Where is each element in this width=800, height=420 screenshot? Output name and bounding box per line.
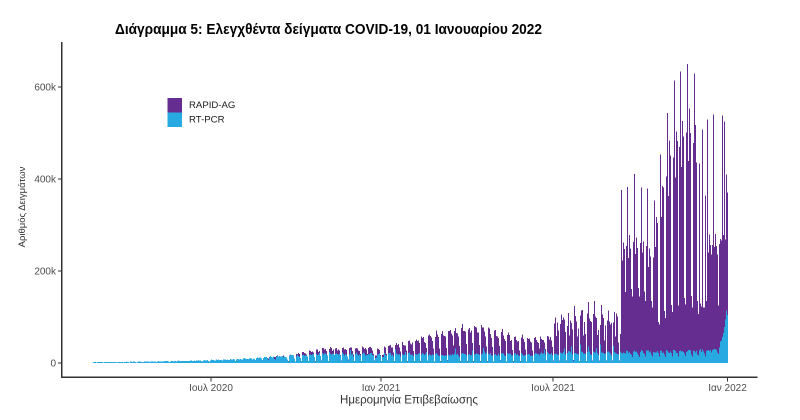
svg-text:Ιαν 2022: Ιαν 2022 <box>708 383 747 394</box>
svg-text:RAPID-AG: RAPID-AG <box>189 100 235 111</box>
svg-text:Ιουλ 2020: Ιουλ 2020 <box>189 383 233 394</box>
svg-text:200k: 200k <box>34 267 57 278</box>
svg-text:RT-PCR: RT-PCR <box>189 115 225 126</box>
svg-text:0: 0 <box>50 359 56 370</box>
svg-text:Ημερομηνία Επιβεβαίωσης: Ημερομηνία Επιβεβαίωσης <box>340 395 478 407</box>
svg-text:Αριθμός Δειγμάτων: Αριθμός Δειγμάτων <box>17 166 28 247</box>
svg-text:Ιαν 2021: Ιαν 2021 <box>362 383 401 394</box>
svg-text:Ιουλ 2021: Ιουλ 2021 <box>531 383 575 394</box>
svg-text:400k: 400k <box>34 175 57 186</box>
svg-text:Διάγραμμα 5: Ελεγχθέντα δείγμα: Διάγραμμα 5: Ελεγχθέντα δείγματα COVID-1… <box>115 21 542 38</box>
svg-text:600k: 600k <box>34 83 57 94</box>
